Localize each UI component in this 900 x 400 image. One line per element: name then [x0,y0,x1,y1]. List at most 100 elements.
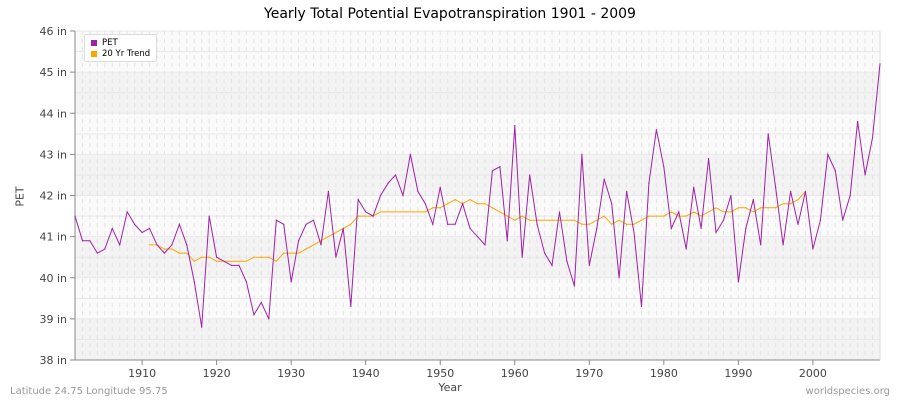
data-point [782,244,784,246]
data-point [74,215,76,217]
data-point [655,129,657,131]
data-point [514,219,516,221]
y-axis-label: PET [13,186,27,207]
data-point [245,260,248,262]
data-point [447,223,449,225]
x-tick-label: 2000 [799,367,827,380]
x-tick-label: 1950 [426,367,454,380]
data-point [499,166,501,168]
data-point [372,215,374,217]
data-point [171,248,173,250]
data-point [148,227,151,229]
data-point [700,215,702,217]
data-point [737,281,739,283]
data-point [678,215,680,217]
data-point [216,260,218,262]
data-point [148,244,151,246]
data-point [715,207,717,209]
data-point [201,326,203,328]
data-point [335,231,337,234]
footer-coordinates: Latitude 24.75 Longitude 95.75 [10,386,168,397]
y-tick-label: 39 in [39,313,67,326]
data-point [707,211,710,213]
data-point [238,260,240,262]
data-point [618,277,620,279]
data-point [409,211,412,213]
data-point [707,157,710,160]
data-point [722,211,725,213]
data-point [536,223,538,225]
data-point [603,178,605,180]
data-point [648,182,650,184]
data-point [312,219,315,221]
data-point [663,215,665,217]
data-point [394,211,397,213]
data-point [357,215,359,217]
data-point [454,223,456,225]
x-tick-label: 1970 [575,367,603,380]
data-point [275,260,277,262]
data-point [506,240,508,242]
data-point [409,153,412,155]
data-point [685,248,687,250]
data-point [603,215,605,217]
data-point [186,244,188,246]
data-point [96,252,98,254]
data-point [551,264,553,267]
data-point [268,318,270,320]
data-point [625,223,628,225]
data-point [461,203,464,205]
data-point [685,215,687,217]
data-point [298,240,300,242]
data-point [469,199,471,201]
data-point [521,256,523,258]
y-tick-label: 41 in [39,231,67,244]
data-point [775,186,777,188]
data-point [432,223,434,225]
data-point [514,124,516,127]
data-point [782,203,784,205]
data-point [186,252,188,254]
data-point [566,219,568,221]
data-point [573,285,575,287]
data-point [320,244,322,246]
data-point [789,190,792,192]
data-point [745,207,747,209]
data-point [380,194,382,197]
y-tick-label: 43 in [39,148,67,161]
data-point [402,211,404,213]
data-point [789,203,792,205]
data-point [834,170,836,172]
data-point [111,227,113,229]
data-point [484,244,486,246]
data-point [424,211,426,213]
x-tick-label: 1980 [650,367,678,380]
data-point [655,215,657,217]
data-point [871,137,874,139]
data-point [573,219,575,221]
data-point [752,211,754,213]
data-point [141,231,143,234]
data-point [529,174,531,176]
data-point [529,219,531,221]
data-point [581,223,583,225]
data-point [193,260,195,262]
data-point [305,248,307,250]
x-axis-label: Year [438,381,462,394]
data-point [245,281,248,283]
data-point [230,260,233,262]
data-point [171,244,173,246]
data-point [864,174,866,176]
data-point [342,227,344,229]
data-point [253,256,255,258]
data-point [387,211,389,213]
data-point [849,194,851,197]
data-point [775,207,777,209]
data-point [819,219,821,221]
data-point [335,256,337,258]
data-point [417,211,419,213]
footer-source: worldspecies.org [805,386,890,397]
legend-swatch-trend [91,50,97,57]
data-point [499,211,501,213]
